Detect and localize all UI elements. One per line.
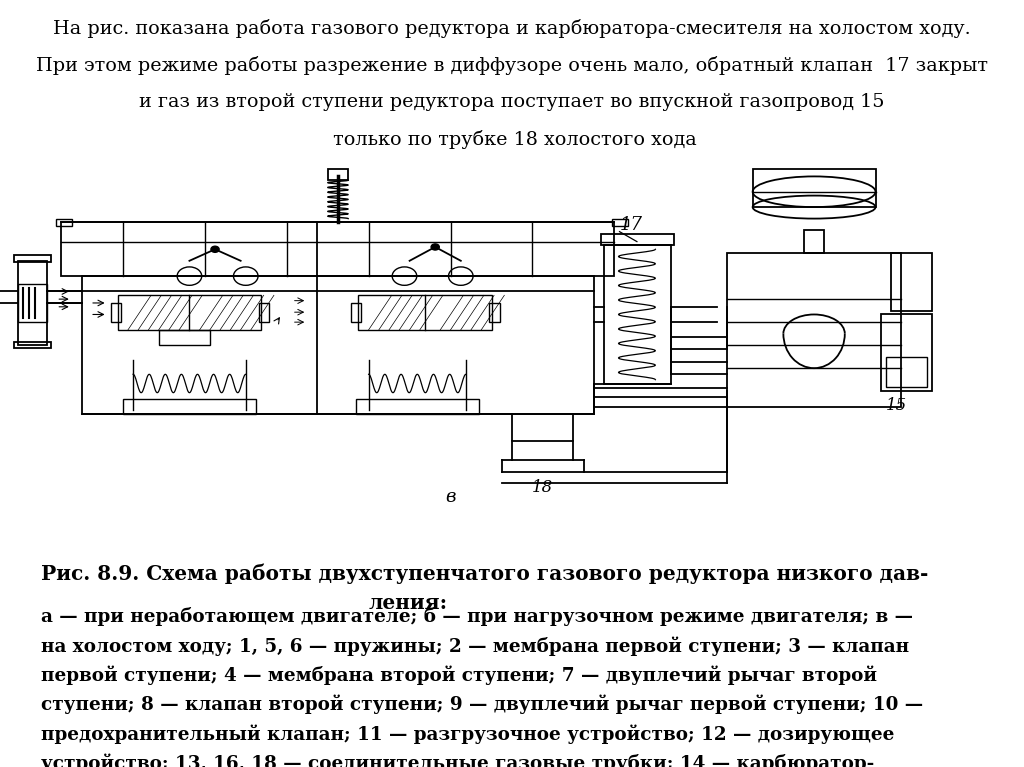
Bar — [356, 399, 479, 414]
Text: При этом режиме работы разрежение в диффузоре очень мало, обратный клапан  17 за: При этом режиме работы разрежение в дифф… — [36, 56, 988, 75]
Text: ступени; 8 — клапан второй ступени; 9 — двуплечий рычаг первой ступени; 10 —: ступени; 8 — клапан второй ступени; 9 — … — [41, 695, 923, 714]
Text: 18: 18 — [532, 479, 553, 496]
Bar — [56, 219, 72, 226]
Bar — [804, 230, 824, 253]
Bar — [891, 253, 932, 311]
Bar — [886, 357, 927, 387]
Bar — [14, 255, 51, 262]
Bar — [351, 303, 361, 322]
Circle shape — [431, 244, 439, 250]
Bar — [18, 261, 47, 345]
Bar — [358, 295, 492, 330]
Bar — [727, 253, 901, 407]
Bar — [612, 219, 628, 226]
Bar — [881, 314, 932, 391]
Circle shape — [211, 246, 219, 252]
Text: ления:: ления: — [369, 593, 447, 613]
Bar — [753, 169, 876, 207]
Text: устройство; 13, 16, 18 — соединительные газовые трубки; 14 — карбюратор-: устройство; 13, 16, 18 — соединительные … — [41, 753, 874, 767]
Bar — [489, 303, 500, 322]
Bar — [111, 303, 121, 322]
Text: 17: 17 — [620, 216, 642, 234]
Bar — [601, 234, 674, 245]
Text: На рис. показана работа газового редуктора и карбюратора-смесителя на холостом х: На рис. показана работа газового редукто… — [53, 19, 971, 38]
Text: первой ступени; 4 — мембрана второй ступени; 7 — двуплечий рычаг второй: первой ступени; 4 — мембрана второй ступ… — [41, 666, 877, 685]
Bar — [14, 342, 51, 348]
Bar — [118, 295, 261, 330]
Text: 15: 15 — [886, 397, 907, 414]
Bar — [604, 245, 671, 384]
Bar — [259, 303, 269, 322]
Text: на холостом ходу; 1, 5, 6 — пружины; 2 — мембрана первой ступени; 3 — клапан: на холостом ходу; 1, 5, 6 — пружины; 2 —… — [41, 637, 909, 656]
Bar — [82, 276, 594, 414]
Text: и газ из второй ступени редуктора поступает во впускной газопровод 15: и газ из второй ступени редуктора поступ… — [139, 93, 885, 110]
Bar — [328, 169, 348, 180]
Bar — [18, 284, 47, 322]
Text: предохранительный клапан; 11 — разгрузочное устройство; 12 — дозирующее: предохранительный клапан; 11 — разгрузоч… — [41, 724, 894, 743]
Bar — [123, 399, 256, 414]
Text: в: в — [445, 489, 456, 506]
Text: а — при неработающем двигателе; б — при нагрузочном режиме двигателя; в —: а — при неработающем двигателе; б — при … — [41, 607, 913, 627]
Bar — [159, 330, 210, 345]
Text: Рис. 8.9. Схема работы двухступенчатого газового редуктора низкого дав-: Рис. 8.9. Схема работы двухступенчатого … — [41, 564, 929, 584]
Text: только по трубке 18 холостого хода: только по трубке 18 холостого хода — [327, 130, 697, 149]
